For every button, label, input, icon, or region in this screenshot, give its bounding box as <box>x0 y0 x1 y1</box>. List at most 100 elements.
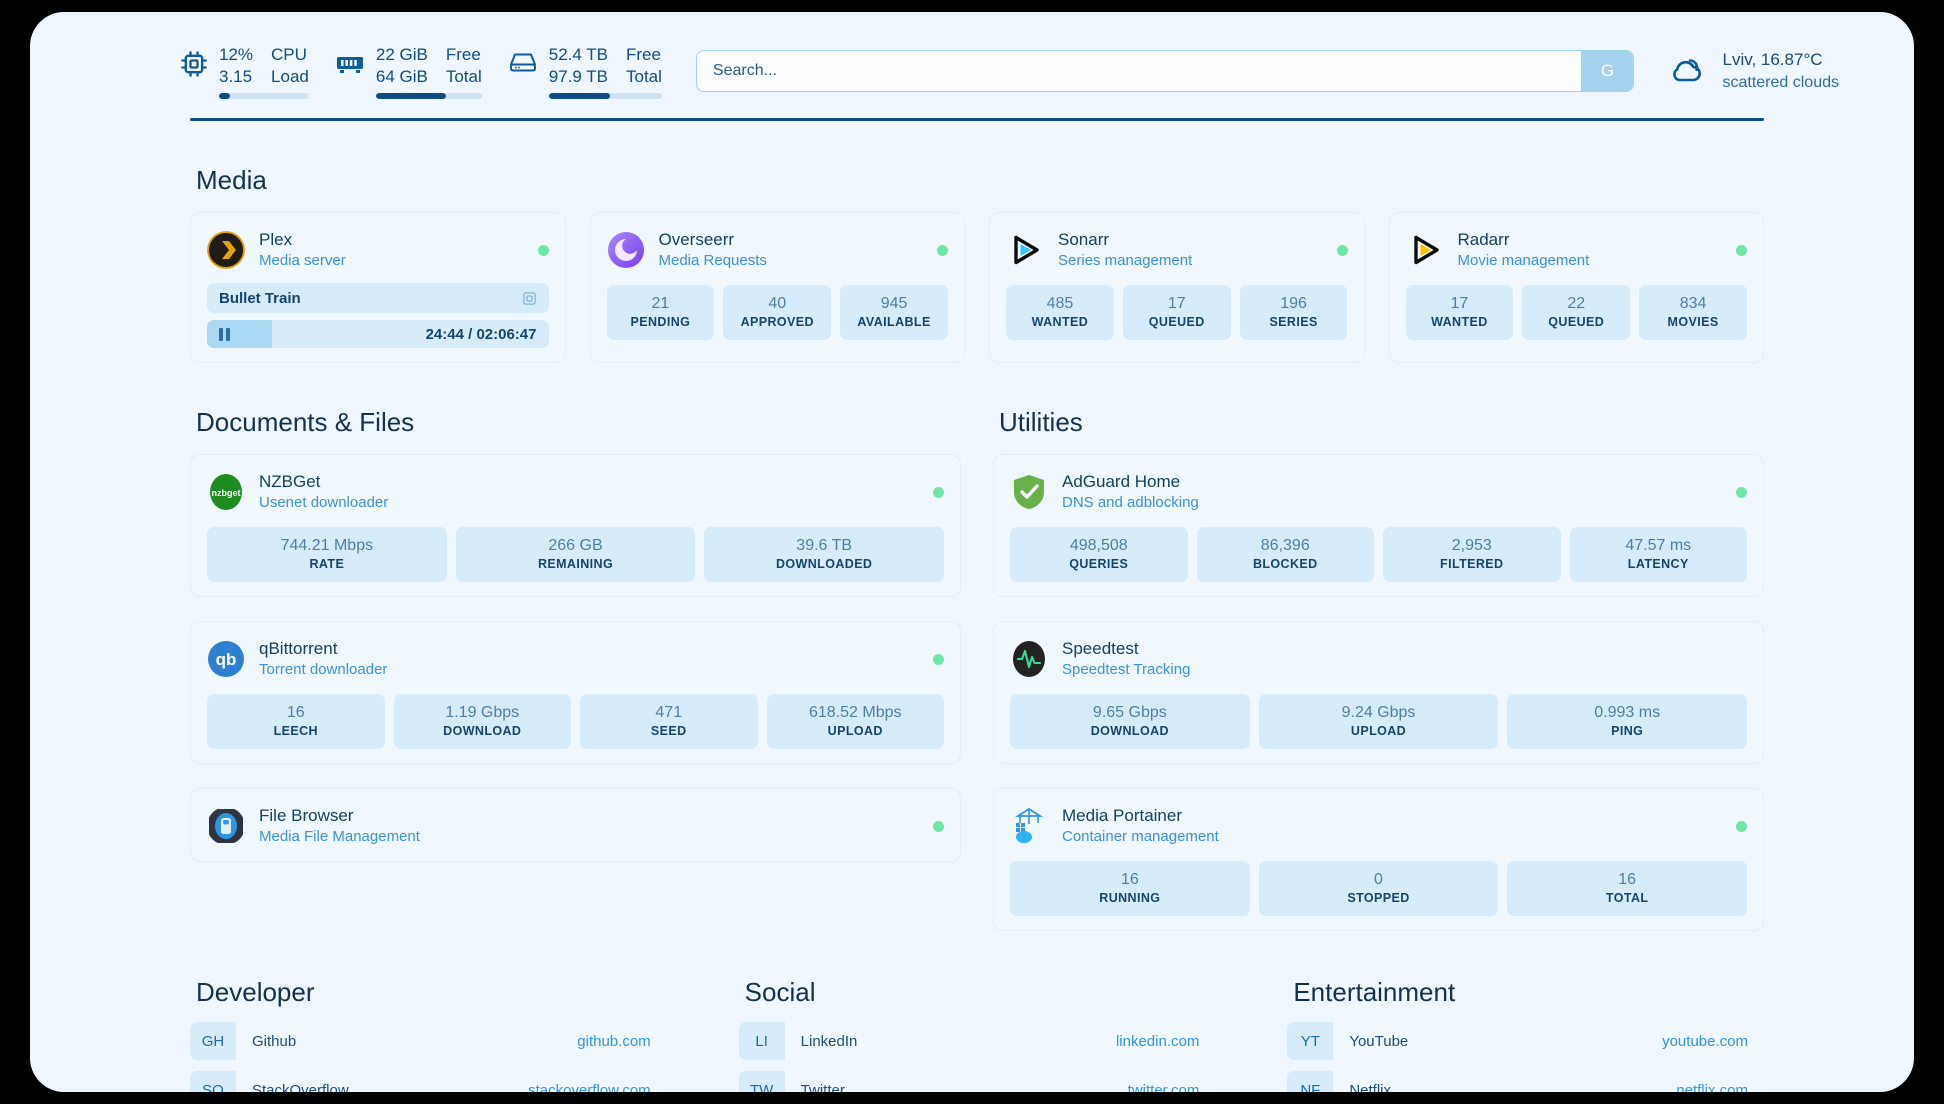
stat-tile-value: 471 <box>655 704 683 721</box>
service-subtitle: Media Requests <box>658 252 767 269</box>
service-stat-tiles: 744.21 Mbps RATE 266 GB REMAINING 39.6 TB DOW… <box>207 527 945 582</box>
utilities-column: Utilities AdGuard Home DNS and adblocking… <box>993 363 1764 931</box>
service-card[interactable]: File Browser Media File Management <box>190 788 961 862</box>
playback-progress-fill <box>207 320 272 348</box>
stat-tile-label: PING <box>1611 724 1644 738</box>
stat-tile-value: 9.24 Gbps <box>1341 704 1416 721</box>
service-name: Speedtest <box>1062 639 1139 658</box>
service-card[interactable]: Sonarr Series management 485 WANTED 17 QUEUED… <box>989 212 1365 363</box>
stat-tile-label: MOVIES <box>1667 315 1719 329</box>
search-area: G <box>662 50 1669 92</box>
bookmark-url: twitter.com <box>1127 1081 1200 1093</box>
stat-tile-label: FILTERED <box>1440 557 1504 571</box>
service-card[interactable]: Plex Media server Bullet Train 24:44 / 02:0… <box>190 212 566 363</box>
ram-icon <box>335 50 365 81</box>
stat-tile-label: DOWNLOADED <box>776 557 873 571</box>
bookmark-item[interactable]: GH Github github.com <box>190 1022 667 1060</box>
system-stat-cpu: 12% 3.15 CPU Load <box>180 44 309 99</box>
bookmark-badge: NF <box>1287 1071 1334 1092</box>
bookmark-url: linkedin.com <box>1115 1032 1200 1050</box>
service-card[interactable]: AdGuard Home DNS and adblocking 498,508 QUE… <box>993 454 1764 597</box>
bookmark-badge: TW <box>738 1071 785 1092</box>
service-name: qBittorrent <box>259 639 338 658</box>
stat-tile-label: RUNNING <box>1099 891 1161 905</box>
cast-icon[interactable] <box>522 291 537 306</box>
bookmarks-area: Developer GH Github github.com SO StackOverfl… <box>190 977 1764 1092</box>
stat-tile: 22 QUEUED <box>1522 285 1631 340</box>
status-indicator-online <box>1736 820 1747 832</box>
bookmark-item[interactable]: YT YouTube youtube.com <box>1287 1022 1764 1060</box>
system-stat-readings: 12% 3.15 <box>219 44 253 87</box>
service-stat-tiles: 485 WANTED 17 QUEUED 196 SERIES <box>1006 285 1348 340</box>
service-subtitle: Usenet downloader <box>259 494 389 511</box>
service-logo-icon: qb <box>207 640 245 678</box>
service-logo-icon <box>1010 640 1048 678</box>
bookmark-list: LI LinkedIn linkedin.com TW Twitter twitter.c… <box>738 1022 1216 1093</box>
service-name: Radarr <box>1457 230 1510 249</box>
stat-tile: 0.993 ms PING <box>1507 694 1748 749</box>
search-box[interactable]: G <box>695 50 1635 92</box>
pause-icon[interactable] <box>219 327 230 341</box>
service-card[interactable]: nzbget NZBGet Usenet downloader 744.21 Mbps… <box>190 454 961 597</box>
bookmark-item[interactable]: NF Netflix netflix.com <box>1287 1071 1764 1092</box>
service-subtitle: Media File Management <box>259 828 420 845</box>
system-stat-label-primary: Free <box>445 44 481 64</box>
weather-condition: scattered clouds <box>1722 74 1839 91</box>
bookmark-url: youtube.com <box>1662 1032 1748 1050</box>
stat-tile-label: TOTAL <box>1605 891 1649 905</box>
stat-tile: 16 TOTAL <box>1507 861 1748 916</box>
stat-tile: 9.24 Gbps UPLOAD <box>1258 694 1499 749</box>
bookmark-group-title: Entertainment <box>1293 977 1456 1007</box>
weather-temp: Lviv, 16.87°C <box>1722 50 1823 69</box>
stat-tile-value: 86,396 <box>1260 537 1310 554</box>
stat-tile-label: QUERIES <box>1069 557 1129 571</box>
service-subtitle: Movie management <box>1457 252 1590 269</box>
header-bar: 12% 3.15 CPU Load 22 GiB 64 GiB Free Total 52.4 … <box>30 12 1914 100</box>
service-card-header: Overseerr Media Requests <box>607 229 948 271</box>
stat-tile: 17 WANTED <box>1405 285 1514 340</box>
stat-tile-label: SEED <box>650 724 687 738</box>
system-stat-label-primary: Free <box>626 44 661 64</box>
stat-tile-label: DOWNLOAD <box>443 724 522 738</box>
bookmark-name: Twitter <box>800 1081 845 1093</box>
search-submit-button[interactable]: G <box>1581 51 1634 91</box>
stat-tile-label: WANTED <box>1031 315 1089 329</box>
bookmark-item[interactable]: TW Twitter twitter.com <box>738 1071 1216 1093</box>
stat-tile: 744.21 Mbps RATE <box>207 527 447 582</box>
system-stat-label-secondary: Total <box>626 66 662 86</box>
service-subtitle: Container management <box>1062 828 1219 845</box>
service-card[interactable]: Speedtest Speedtest Tracking 9.65 Gbps DOWN… <box>993 621 1764 764</box>
stat-tile-value: 2,953 <box>1451 537 1492 554</box>
system-stat-storage: 52.4 TB 97.9 TB Free Total <box>508 44 662 99</box>
bookmark-badge: LI <box>738 1022 785 1060</box>
stat-tile-value: 834 <box>1679 295 1707 312</box>
stat-tile-value: 0 <box>1374 871 1383 888</box>
bookmark-item[interactable]: SO StackOverflow stackoverflow.com <box>190 1071 667 1092</box>
service-card-meta: Plex Media server <box>259 229 524 271</box>
stat-tile: 86,396 BLOCKED <box>1196 527 1374 582</box>
bookmark-group-title: Social <box>744 977 816 1007</box>
stat-tile-value: 16 <box>286 704 305 721</box>
search-input[interactable] <box>696 51 1582 91</box>
service-card[interactable]: Overseerr Media Requests 21 PENDING 40 APPROV… <box>589 212 965 363</box>
service-logo-icon <box>607 231 645 269</box>
stat-tile-value: 40 <box>768 295 787 312</box>
stat-tile-value: 196 <box>1280 295 1307 312</box>
service-stat-tiles: 498,508 QUERIES 86,396 BLOCKED 2,953 FILTERED… <box>1010 527 1747 582</box>
section-title-utilities: Utilities <box>999 407 1083 437</box>
bookmark-badge: SO <box>190 1071 236 1092</box>
bookmark-item[interactable]: LI LinkedIn linkedin.com <box>738 1022 1216 1060</box>
service-card[interactable]: qb qBittorrent Torrent downloader 16 LEECH 1.… <box>190 621 961 764</box>
bookmark-name: StackOverflow <box>252 1081 349 1093</box>
service-card-meta: File Browser Media File Management <box>259 805 919 847</box>
status-indicator-online <box>1736 244 1747 256</box>
stat-tile-value: 47.57 ms <box>1625 537 1692 554</box>
stat-tile: 17 QUEUED <box>1122 285 1231 340</box>
service-card[interactable]: Radarr Movie management 17 WANTED 22 QUEUED 83… <box>1388 212 1764 363</box>
service-card-header: qb qBittorrent Torrent downloader <box>207 638 944 680</box>
service-card[interactable]: Media Portainer Container management 16 RUN… <box>993 788 1764 931</box>
playback-progress-bar[interactable]: 24:44 / 02:06:47 <box>207 320 549 348</box>
stat-tile-value: 945 <box>880 295 908 312</box>
service-card-meta: Radarr Movie management <box>1458 229 1723 271</box>
stat-tile-value: 0.993 ms <box>1594 704 1661 721</box>
